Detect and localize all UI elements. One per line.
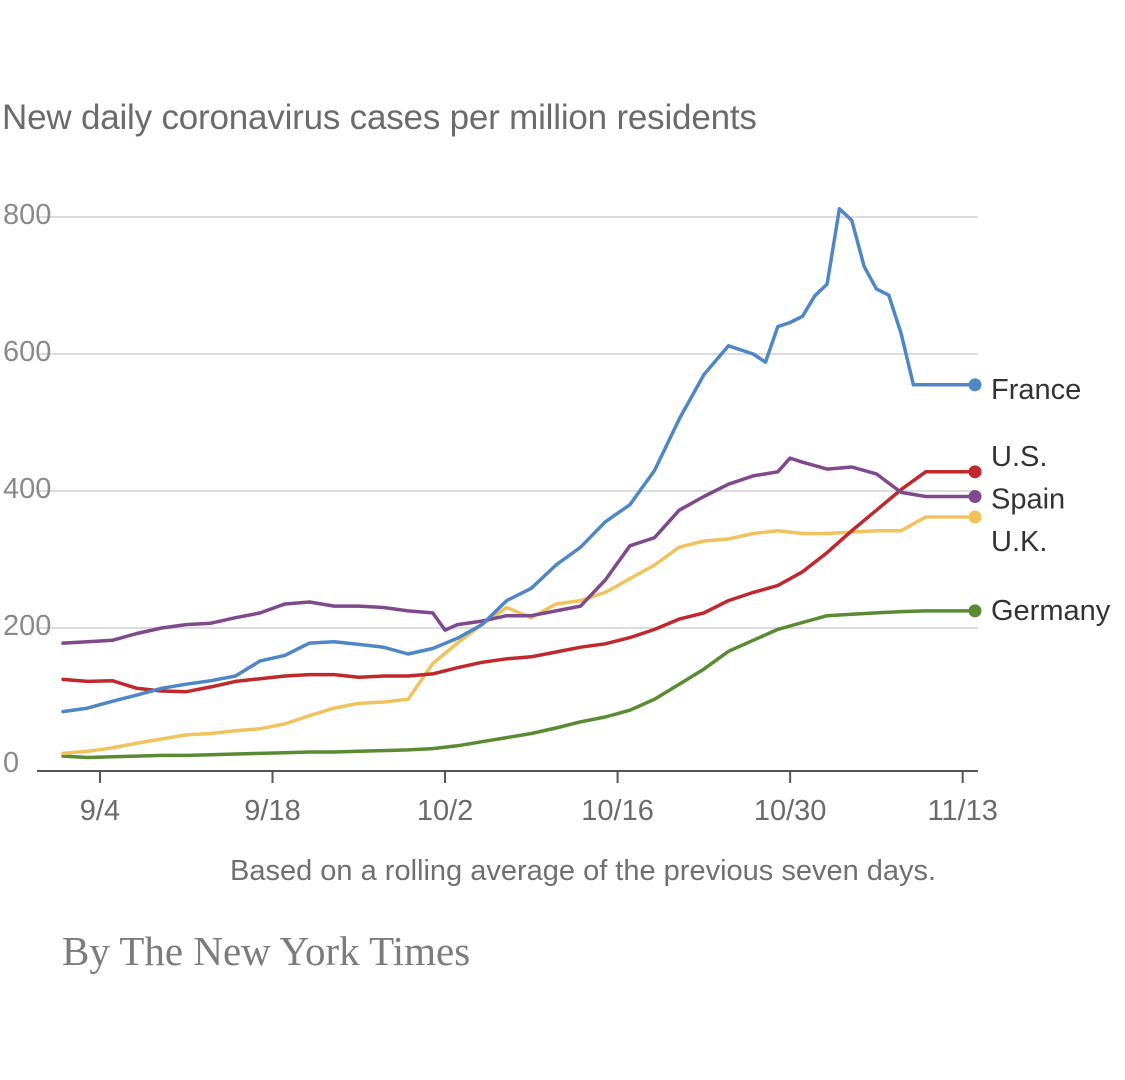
series-line-us (61, 470, 977, 694)
source-credit: By The New York Times (62, 928, 471, 974)
x-axis: 9/4 9/18 10/2 10/16 10/30 11/13 (37, 770, 998, 827)
y-tick-label-0: 0 (3, 747, 19, 779)
series-label-uk: U.K. (991, 526, 1047, 558)
series-line-spain (61, 456, 977, 645)
y-tick-label-200: 200 (3, 610, 51, 642)
series-line-uk (61, 515, 977, 756)
y-tick-label-600: 600 (3, 336, 51, 368)
series-end-dot-us (968, 465, 982, 479)
series-label-spain: Spain (991, 483, 1065, 515)
series-end-dot-france (968, 378, 982, 392)
chart-note: Based on a rolling average of the previo… (230, 855, 937, 887)
x-tick-label-0: 9/4 (80, 795, 120, 827)
chart-title: New daily coronavirus cases per million … (2, 98, 757, 137)
series-labels: France Spain U.S. U.K. Germany (968, 374, 1111, 627)
series-label-france: France (991, 374, 1081, 406)
x-tick-label-1: 9/18 (244, 795, 300, 827)
x-tick-label-3: 10/16 (581, 795, 654, 827)
series-lines (61, 207, 977, 760)
gridlines: 0 200 400 600 800 (3, 199, 978, 779)
y-tick-label-800: 800 (3, 199, 51, 231)
series-line-france (61, 207, 977, 714)
series-line-germany (61, 609, 977, 760)
x-tick-label-2: 10/2 (417, 795, 473, 827)
series-label-us: U.S. (991, 441, 1047, 473)
x-tick-label-5: 11/13 (927, 795, 997, 827)
x-tick-label-4: 10/30 (754, 795, 827, 827)
series-label-germany: Germany (991, 595, 1111, 627)
series-end-dot-germany (968, 604, 982, 618)
y-tick-label-400: 400 (3, 473, 51, 505)
series-end-dot-uk (968, 510, 982, 524)
series-end-dot-spain (968, 489, 982, 503)
